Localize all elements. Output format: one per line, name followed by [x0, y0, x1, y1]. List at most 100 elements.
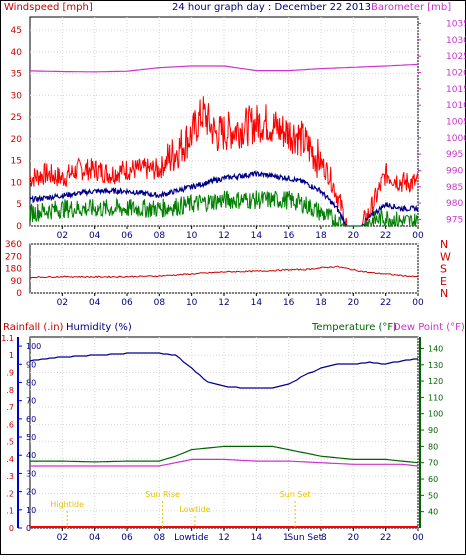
rain-y-tick-label: .5 [6, 438, 14, 447]
dewpoint-series-line [30, 458, 419, 467]
wind-y-tick-label: 40 [11, 48, 23, 58]
x-tick-label: 16 [283, 298, 295, 308]
wind-panel: 02 04 06 08 10 12 14 16 18 20 22 000510152025303540… [11, 16, 466, 241]
baro-y-tick-label: 980 [446, 199, 463, 209]
x-tick-label: 06 [121, 533, 133, 543]
x-tick-label: 00 [412, 298, 424, 308]
x-tick-label: 02 [57, 533, 68, 543]
average-series-line [29, 190, 419, 228]
baro-y-tick-label: 995 [446, 150, 463, 160]
humidity-series-line [29, 352, 418, 389]
x-tick-label: 12 [218, 533, 229, 543]
baro-y-tick-label: 1025 [446, 52, 466, 62]
direction-y-tick-label: 270 [5, 252, 22, 262]
direction-y-tick-label: 90 [11, 277, 23, 287]
x-tick-label: 20 [348, 533, 360, 543]
tick-label-mask [175, 532, 208, 542]
x-tick-label: 10 [186, 298, 198, 308]
dewpoint-axis-label: Dew Point (°F) [393, 322, 465, 333]
x-tick-label: 22 [380, 533, 391, 543]
rain-y-tick-label: .7 [6, 403, 14, 412]
annotation-label: Sun Rise [145, 490, 180, 499]
direction-y-tick-label: 360 [5, 240, 22, 250]
compass-label: N [440, 287, 448, 300]
x-tick-label: 16 [283, 533, 295, 543]
annotation-label: Lowtide [179, 505, 210, 514]
humidity-y-tick-label: 100 [26, 342, 41, 351]
tick-label-mask [208, 532, 240, 542]
humidity-y-tick-label: 50 [26, 433, 36, 442]
rain-y-tick-label: 0 [9, 524, 14, 533]
humidity-y-tick-label: 80 [26, 378, 36, 387]
x-tick-label: 14 [251, 533, 263, 543]
wind-y-tick-label: 30 [11, 91, 23, 101]
x-tick-label: 12 [218, 298, 229, 308]
humidity-y-tick-label: 90 [26, 360, 36, 369]
tick-label-mask [402, 532, 434, 542]
compass-label: S [440, 263, 447, 276]
rain-y-tick-label: 1 [9, 351, 14, 360]
x-tick-label: 08 [154, 231, 166, 241]
rainfall-axis-label: Rainfall (.in) [3, 322, 64, 333]
direction-y-tick-label: 0 [16, 289, 22, 299]
x-tick-label: 18 [315, 231, 327, 241]
x-tick-label: 00 [412, 231, 424, 241]
x-tick-label: 22 [380, 231, 391, 241]
temperature-y-tick-label: 60 [428, 475, 438, 484]
baro-y-tick-label: 975 [446, 215, 463, 225]
x-tick-label: 06 [121, 298, 133, 308]
baro-y-tick-label: 1000 [446, 134, 466, 144]
x-tick-label: 14 [251, 298, 263, 308]
x-tick-label: 06 [121, 231, 133, 241]
temperature-series-line [30, 445, 419, 464]
wind-y-tick-label: 35 [11, 70, 22, 80]
rain-y-tick-label: .3 [6, 472, 14, 481]
rain-y-tick-label: .1 [6, 507, 14, 516]
rain-y-tick-label: .8 [6, 386, 14, 395]
rain-y-tick-label: 1.1 [1, 334, 14, 343]
humidity-y-tick-label: 20 [26, 488, 36, 497]
humidity-y-tick-label: 30 [26, 469, 36, 478]
barometer-series-line [30, 63, 419, 73]
baro-y-tick-label: 1005 [446, 118, 466, 128]
x-tick-label: 16 [283, 231, 295, 241]
x-tick-label: 18 [315, 533, 327, 543]
x-tick-label: Lowtide [174, 533, 209, 543]
tick-label-mask [78, 532, 111, 542]
compass-label: W [440, 250, 451, 263]
tick-label-mask [288, 532, 321, 542]
baro-y-tick-label: 990 [446, 166, 463, 176]
wind-y-tick-label: 0 [16, 222, 22, 232]
x-tick-label: 08 [154, 533, 166, 543]
humidity-y-tick-label: 0 [26, 524, 31, 533]
windspeed-axis-label: Windspeed [mph] [4, 2, 93, 13]
wind-y-tick-label: 15 [11, 157, 22, 167]
temperature-y-tick-label: 110 [428, 393, 443, 402]
x-tick-label: 04 [89, 533, 101, 543]
direction-y-tick-label: 180 [5, 265, 22, 275]
rain-y-tick-label: .6 [6, 420, 14, 429]
humidity-y-tick-label: 60 [26, 415, 36, 424]
wind-y-tick-label: 5 [16, 200, 22, 210]
x-tick-label: 10 [186, 231, 198, 241]
x-tick-label: 12 [218, 231, 229, 241]
humidity-axis-label: Humidity (%) [66, 322, 132, 333]
x-tick-label: 04 [89, 231, 101, 241]
humidity-y-tick-label: 40 [26, 451, 36, 460]
temperature-y-tick-label: 130 [428, 361, 443, 370]
tick-label-mask [369, 532, 402, 542]
rain-y-tick-label: .4 [6, 455, 14, 464]
tick-label-mask [240, 532, 273, 542]
compass-label: E [440, 275, 447, 288]
tick-label-mask [46, 532, 79, 542]
chart-panels: 02 04 06 08 10 12 14 16 18 20 22 000510152025303540… [1, 16, 466, 543]
temperature-y-tick-label: 50 [428, 491, 438, 500]
climate-panel: 0204060810121416182022000.1.2.3.4.5.6.7.… [1, 334, 443, 543]
tick-label-mask [111, 532, 143, 542]
